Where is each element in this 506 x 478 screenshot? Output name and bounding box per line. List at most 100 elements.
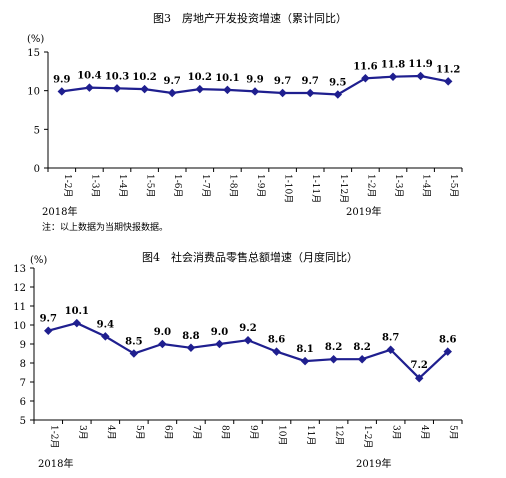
x-tick-label: 5月 xyxy=(448,425,459,440)
data-label: 10.2 xyxy=(132,72,156,83)
x-tick-label: 1-3月 xyxy=(89,174,100,198)
x-tick-label: 1-2月 xyxy=(362,425,373,449)
chart-title: 图4 社会消费品零售总额增速（月度同比） xyxy=(142,250,358,264)
data-label: 8.7 xyxy=(382,333,399,344)
data-label: 7.2 xyxy=(410,360,427,371)
data-note: 注：以上数据为当期快报数据。 xyxy=(42,221,168,233)
data-point xyxy=(215,339,224,349)
data-label: 11.6 xyxy=(353,61,377,72)
x-tick-label: 1-11月 xyxy=(310,174,321,203)
x-tick-label: 6月 xyxy=(162,425,173,440)
x-tick-label: 1-9月 xyxy=(255,174,266,198)
x-tick-label: 8月 xyxy=(219,425,230,440)
data-label: 11.9 xyxy=(408,59,432,70)
data-label: 9.7 xyxy=(274,76,291,87)
data-point xyxy=(44,326,53,335)
x-tick-label: 1-10月 xyxy=(283,174,294,203)
y-axis-unit-label: (%) xyxy=(30,255,47,266)
data-point xyxy=(329,354,338,364)
x-tick-label: 5月 xyxy=(134,425,145,440)
data-point xyxy=(186,343,196,353)
y-tick-label: 13 xyxy=(13,264,26,275)
data-point xyxy=(300,356,310,366)
y-tick-label: 9 xyxy=(20,340,26,351)
x-tick-label: 1-5月 xyxy=(448,174,459,198)
x-tick-label: 1-5月 xyxy=(145,174,156,198)
data-label: 10.1 xyxy=(65,306,89,317)
y-tick-label: 10 xyxy=(13,321,26,332)
data-label: 9.5 xyxy=(329,78,346,89)
data-point xyxy=(195,84,205,94)
data-point xyxy=(158,339,167,349)
year-label-2019: 2019年 xyxy=(346,205,381,218)
data-label: 9.9 xyxy=(53,74,70,85)
x-tick-label: 12月 xyxy=(334,425,345,445)
x-tick-label: 1-4月 xyxy=(117,174,128,198)
x-tick-label: 4月 xyxy=(105,425,116,440)
x-tick-label: 11月 xyxy=(305,425,316,445)
year-label-2018: 2018年 xyxy=(38,457,73,470)
chart-real-estate-investment: 图3 房地产开发投资增速（累计同比） (%) 0 5 10 15 1-2月 1-3月 1-… xyxy=(27,11,463,233)
x-tick-label: 1-2月 xyxy=(62,174,73,198)
data-point xyxy=(57,87,67,96)
year-label-2019: 2019年 xyxy=(356,457,391,470)
data-point xyxy=(386,345,395,354)
y-tick-label: 7 xyxy=(20,378,26,389)
x-tick-label: 1-7月 xyxy=(200,174,211,198)
data-point xyxy=(333,90,343,99)
x-tick-label: 1-2月 xyxy=(365,174,376,198)
data-label: 10.1 xyxy=(215,73,239,84)
data-point xyxy=(243,335,253,345)
data-label: 8.5 xyxy=(125,337,142,348)
x-tick-label: 3月 xyxy=(391,425,402,440)
y-tick-label: 15 xyxy=(27,48,40,59)
data-label: 9.7 xyxy=(40,314,57,325)
data-label: 10.2 xyxy=(188,72,212,83)
x-tick-label: 10月 xyxy=(277,425,288,445)
data-label: 10.3 xyxy=(105,71,129,82)
data-point xyxy=(250,87,260,96)
y-tick-label: 10 xyxy=(27,87,40,98)
data-point xyxy=(85,83,94,92)
data-label: 8.6 xyxy=(439,335,456,346)
data-label: 10.4 xyxy=(77,71,101,82)
data-label: 9.0 xyxy=(154,327,171,338)
data-point xyxy=(388,72,398,81)
y-tick-label: 11 xyxy=(13,302,26,313)
data-label: 9.7 xyxy=(301,76,318,87)
data-point xyxy=(416,71,425,81)
data-label: 8.2 xyxy=(325,342,342,353)
data-point xyxy=(223,85,232,95)
data-point xyxy=(361,74,370,83)
y-tick-label: 0 xyxy=(34,164,40,175)
data-point xyxy=(305,88,315,98)
data-point xyxy=(72,318,82,328)
data-label: 9.2 xyxy=(239,323,256,334)
data-point xyxy=(443,77,453,86)
data-point xyxy=(443,347,452,356)
data-label: 9.7 xyxy=(163,76,180,87)
y-tick-label: 12 xyxy=(13,283,26,294)
data-label: 9.4 xyxy=(97,319,114,330)
x-tick-label: 7月 xyxy=(191,425,202,440)
data-point xyxy=(129,349,139,358)
data-point xyxy=(167,88,177,98)
data-point xyxy=(414,373,424,383)
data-point xyxy=(278,88,287,98)
x-tick-label: 9月 xyxy=(248,425,259,440)
x-tick-label: 1-12月 xyxy=(338,174,349,203)
data-point xyxy=(272,347,281,356)
data-label: 8.1 xyxy=(296,344,313,355)
x-tick-label: 1-6月 xyxy=(172,174,183,198)
x-tick-label: 1-3月 xyxy=(393,174,404,198)
data-label: 9.0 xyxy=(211,327,228,338)
y-tick-label: 6 xyxy=(20,397,26,408)
year-label-2018: 2018年 xyxy=(42,205,77,218)
x-tick-label: 3月 xyxy=(77,425,88,440)
x-tick-label: 1-8月 xyxy=(227,174,238,198)
data-point xyxy=(112,84,122,93)
chart-retail-sales-growth: 图4 社会消费品零售总额增速（月度同比） (%) 5 6 7 8 9 10 11 12 13 1… xyxy=(13,250,463,470)
y-tick-label: 5 xyxy=(34,125,40,136)
x-tick-label: 1-4月 xyxy=(421,174,432,198)
data-label: 11.8 xyxy=(381,60,405,71)
